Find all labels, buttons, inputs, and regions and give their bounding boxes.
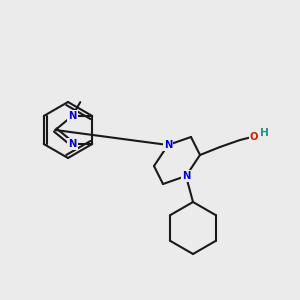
Text: N: N	[182, 171, 190, 181]
Text: N: N	[164, 140, 172, 150]
Text: O: O	[250, 132, 258, 142]
Text: N: N	[68, 111, 76, 121]
Text: H: H	[260, 128, 268, 138]
Text: N: N	[68, 139, 76, 149]
